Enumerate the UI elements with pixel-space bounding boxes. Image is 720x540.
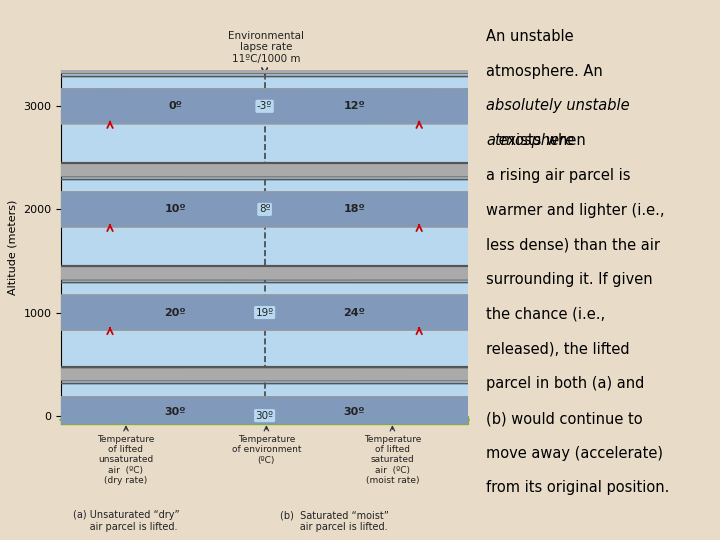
Text: 10º warmer: 10º warmer bbox=[387, 201, 451, 211]
Text: less dense) than the air: less dense) than the air bbox=[486, 238, 660, 252]
Text: warmer and lighter (i.e.,: warmer and lighter (i.e., bbox=[486, 202, 665, 218]
Text: released), the lifted: released), the lifted bbox=[486, 341, 630, 356]
Text: Temperature
of lifted
unsaturated
air  (ºC)
(dry rate): Temperature of lifted unsaturated air (º… bbox=[97, 435, 155, 485]
Text: Parcel: Parcel bbox=[96, 296, 124, 305]
Text: TENDENCY: TENDENCY bbox=[87, 108, 132, 117]
Text: 18º: 18º bbox=[343, 205, 365, 214]
Ellipse shape bbox=[284, 417, 312, 422]
Text: from its original position.: from its original position. bbox=[486, 481, 670, 496]
Text: a rising air parcel is: a rising air parcel is bbox=[486, 168, 631, 183]
Text: the chance (i.e.,: the chance (i.e., bbox=[486, 307, 606, 322]
Text: 1º warmer: 1º warmer bbox=[81, 305, 139, 314]
Text: (b) would continue to: (b) would continue to bbox=[486, 411, 643, 426]
Ellipse shape bbox=[0, 192, 720, 227]
Text: TENDENCY: TENDENCY bbox=[87, 314, 132, 323]
Ellipse shape bbox=[0, 89, 720, 124]
Ellipse shape bbox=[351, 417, 380, 422]
Ellipse shape bbox=[397, 417, 425, 422]
Text: parcel in both (a) and: parcel in both (a) and bbox=[486, 376, 644, 392]
Text: 2º warmer: 2º warmer bbox=[81, 201, 139, 211]
Text: 24º: 24º bbox=[343, 308, 365, 318]
Text: -3º: -3º bbox=[257, 102, 272, 111]
Text: Parcel: Parcel bbox=[96, 90, 124, 98]
Ellipse shape bbox=[0, 368, 720, 381]
Text: Parcel: Parcel bbox=[405, 193, 433, 201]
Ellipse shape bbox=[149, 417, 178, 422]
Text: An unstable: An unstable bbox=[486, 29, 574, 44]
Ellipse shape bbox=[0, 89, 720, 124]
Ellipse shape bbox=[0, 192, 720, 227]
Ellipse shape bbox=[0, 397, 720, 427]
Ellipse shape bbox=[0, 164, 720, 177]
Ellipse shape bbox=[0, 164, 720, 177]
Ellipse shape bbox=[0, 267, 720, 280]
Text: (b)  Saturated “moist”
      air parcel is lifted.: (b) Saturated “moist” air parcel is lift… bbox=[280, 510, 390, 532]
Text: 8º: 8º bbox=[259, 205, 270, 214]
Ellipse shape bbox=[104, 417, 132, 422]
Y-axis label: Altitude (meters): Altitude (meters) bbox=[8, 199, 18, 295]
Text: Parcel: Parcel bbox=[405, 90, 433, 98]
Text: absolutely unstable: absolutely unstable bbox=[486, 98, 630, 113]
Text: 30º: 30º bbox=[343, 407, 365, 416]
Ellipse shape bbox=[239, 417, 268, 422]
Text: TENDENCY: TENDENCY bbox=[397, 108, 442, 117]
Ellipse shape bbox=[127, 417, 155, 422]
Text: 30º: 30º bbox=[256, 410, 274, 421]
Ellipse shape bbox=[329, 417, 358, 422]
Text: atmosphere: atmosphere bbox=[486, 133, 575, 148]
Text: TENDENCY: TENDENCY bbox=[87, 211, 132, 220]
Text: 15º warmer: 15º warmer bbox=[387, 98, 451, 108]
Ellipse shape bbox=[194, 417, 222, 422]
Text: 12º: 12º bbox=[343, 102, 365, 111]
Text: Parcel: Parcel bbox=[96, 193, 124, 201]
Ellipse shape bbox=[0, 267, 720, 280]
Text: move away (accelerate): move away (accelerate) bbox=[486, 446, 663, 461]
Text: exists when: exists when bbox=[495, 133, 586, 148]
Ellipse shape bbox=[59, 417, 88, 422]
Ellipse shape bbox=[0, 397, 720, 427]
Ellipse shape bbox=[419, 417, 448, 422]
Text: Temperature
of environment
(ºC): Temperature of environment (ºC) bbox=[232, 435, 301, 464]
Text: Parcel: Parcel bbox=[405, 296, 433, 305]
Ellipse shape bbox=[217, 417, 245, 422]
Text: 3º warmer: 3º warmer bbox=[81, 98, 139, 108]
Text: 30º: 30º bbox=[164, 407, 186, 416]
Ellipse shape bbox=[261, 417, 290, 422]
Text: Temperature
of lifted
saturated
air  (ºC)
(moist rate): Temperature of lifted saturated air (ºC)… bbox=[364, 435, 421, 485]
Ellipse shape bbox=[374, 417, 402, 422]
Ellipse shape bbox=[171, 417, 200, 422]
Text: 5º warmer: 5º warmer bbox=[390, 305, 448, 314]
Text: 19º: 19º bbox=[256, 308, 274, 318]
Text: TENDENCY: TENDENCY bbox=[397, 314, 442, 323]
Ellipse shape bbox=[307, 417, 335, 422]
Text: 0º: 0º bbox=[168, 102, 182, 111]
Ellipse shape bbox=[81, 417, 110, 422]
Ellipse shape bbox=[0, 60, 720, 74]
Ellipse shape bbox=[0, 60, 720, 74]
Text: Environmental
lapse rate
11ºC/1000 m: Environmental lapse rate 11ºC/1000 m bbox=[228, 31, 305, 64]
Ellipse shape bbox=[0, 368, 720, 381]
Text: 10º: 10º bbox=[164, 205, 186, 214]
Text: TENDENCY: TENDENCY bbox=[397, 211, 442, 220]
Text: surrounding it. If given: surrounding it. If given bbox=[486, 272, 653, 287]
Ellipse shape bbox=[0, 295, 720, 330]
Ellipse shape bbox=[441, 417, 470, 422]
Ellipse shape bbox=[0, 295, 720, 330]
Bar bbox=[61, 416, 468, 424]
Text: 20º: 20º bbox=[164, 308, 186, 318]
Text: atmosphere. An: atmosphere. An bbox=[486, 64, 603, 79]
Text: (a) Unsaturated “dry”
     air parcel is lifted.: (a) Unsaturated “dry” air parcel is lift… bbox=[73, 510, 179, 532]
